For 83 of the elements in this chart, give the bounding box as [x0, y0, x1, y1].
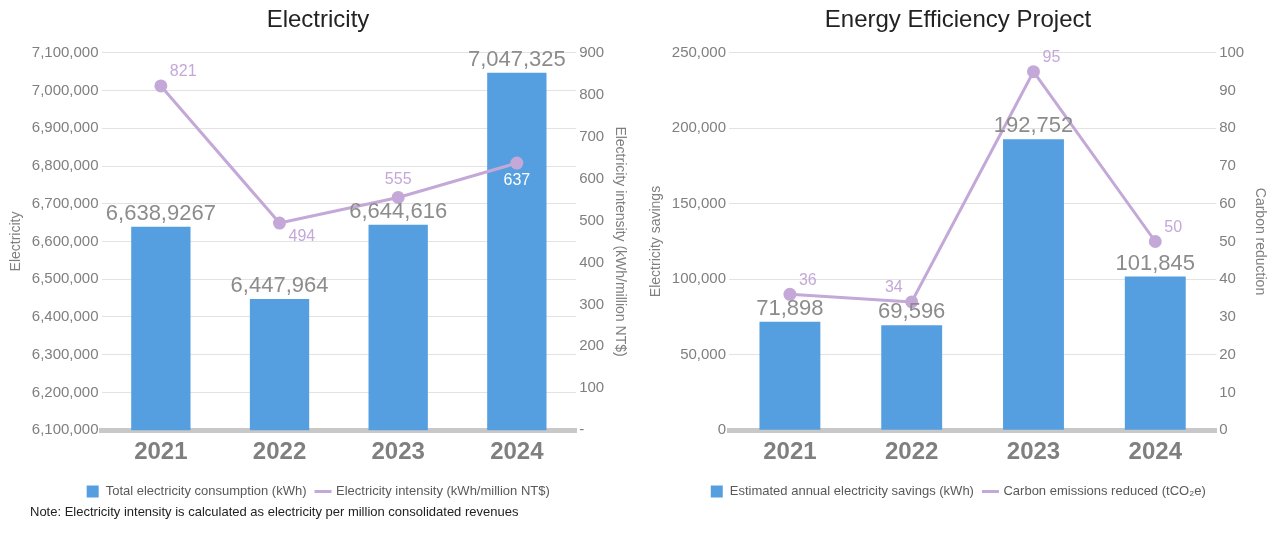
- data-label: 34: [884, 278, 903, 296]
- y2-tick-label: 30: [1219, 307, 1236, 325]
- legend-label: Total electricity consumption (kWh): [105, 483, 307, 499]
- y2-tick-label: 600: [579, 168, 605, 186]
- y-tick-label: 6,800,000: [31, 156, 99, 174]
- data-label: 6,447,964: [230, 271, 329, 297]
- y-tick-label: 250,000: [671, 42, 727, 60]
- chart-title: Energy Efficiency Project: [824, 5, 1092, 33]
- x-tick-label: 2023: [371, 437, 425, 465]
- y-tick-label: 6,400,000: [31, 307, 99, 325]
- y2-tick-label: 40: [1219, 269, 1236, 287]
- y2-tick-label: 70: [1219, 156, 1236, 174]
- y-tick-label: 6,900,000: [31, 118, 99, 136]
- point: [1148, 235, 1162, 248]
- y2-tick-label: 200: [579, 336, 605, 354]
- y2-tick-label: 500: [579, 210, 605, 228]
- point: [391, 190, 405, 204]
- bar: [1124, 276, 1186, 430]
- y-tick-label: 6,700,000: [31, 193, 99, 211]
- x-tick-label: 2024: [490, 437, 545, 465]
- y-tick-label: 7,100,000: [31, 42, 99, 60]
- data-label: 494: [288, 227, 316, 245]
- x-tick-label: 2022: [885, 437, 939, 465]
- y2-tick-label: 80: [1219, 118, 1236, 136]
- data-label: 555: [384, 169, 412, 187]
- data-label: 6,638,9267: [105, 199, 216, 225]
- y-tick-label: 0: [717, 420, 727, 438]
- legend-label: Estimated annual electricity savings (kWh): [729, 483, 974, 499]
- data-label: 101,845: [1115, 249, 1196, 275]
- x-tick-label: 2021: [134, 437, 188, 465]
- data-label: 71,898: [756, 294, 824, 320]
- y-tick-label: 6,500,000: [31, 269, 99, 287]
- y2-tick-label: 10: [1219, 382, 1236, 400]
- point: [510, 156, 524, 170]
- y2-tick-label: 700: [579, 126, 605, 144]
- y-tick-label: 150,000: [671, 193, 727, 211]
- data-label: 36: [798, 270, 817, 288]
- y2-tick-label: 50: [1219, 231, 1236, 249]
- point: [154, 79, 168, 93]
- y2-axis-title: Electricity intensity (kWh/million NT$): [612, 126, 629, 357]
- y-tick-label: 200,000: [671, 118, 727, 136]
- y2-tick-label: 20: [1219, 344, 1236, 362]
- y2-tick-label: 800: [579, 84, 605, 102]
- bar: [1003, 139, 1064, 430]
- data-label: 95: [1042, 48, 1061, 66]
- point: [1026, 65, 1040, 79]
- x-tick-label: 2021: [763, 437, 817, 465]
- y-axis-title: Electricity savings: [647, 185, 664, 298]
- y2-tick-label: 100: [1219, 42, 1245, 60]
- legend-label: Electricity intensity (kWh/million NT$): [336, 483, 550, 499]
- x-tick-label: 2022: [252, 437, 307, 465]
- chart-title: Electricity: [266, 5, 370, 33]
- x-tick-label: 2023: [1006, 437, 1061, 465]
- legend-label: Carbon emissions reduced (tCO₂e): [1003, 483, 1206, 499]
- data-label: 50: [1164, 217, 1183, 235]
- x-tick-label: 2024: [1128, 437, 1183, 465]
- y2-tick-label: 60: [1219, 193, 1236, 211]
- bar: [881, 325, 943, 430]
- y-tick-label: 6,600,000: [31, 231, 99, 249]
- y-tick-label: 50,000: [680, 344, 727, 362]
- y2-tick-label: 100: [579, 378, 605, 396]
- data-label: 637: [503, 171, 531, 189]
- y2-axis-title: Carbon reduction: [1252, 187, 1269, 296]
- y-tick-label: 100,000: [671, 269, 727, 287]
- bar: [759, 321, 821, 430]
- point: [273, 216, 287, 230]
- y2-tick-label: -: [579, 420, 585, 438]
- y2-tick-label: 900: [579, 42, 605, 60]
- y-tick-label: 6,300,000: [31, 344, 99, 362]
- data-label: 69,596: [878, 298, 946, 324]
- data-label: 7,047,325: [467, 45, 566, 71]
- y2-tick-label: 90: [1219, 80, 1236, 98]
- data-label: 6,644,616: [349, 197, 448, 223]
- y-tick-label: 7,000,000: [31, 80, 99, 98]
- y2-tick-label: 0: [1219, 420, 1228, 438]
- y-tick-label: 6,200,000: [31, 382, 99, 400]
- data-label: 821: [169, 62, 197, 80]
- point: [783, 287, 797, 301]
- y-tick-label: 6,100,000: [31, 420, 99, 438]
- text: Note: Electricity intensity is calculated as electricity per million consolidated revenues: [29, 504, 520, 519]
- y2-tick-label: 300: [579, 294, 605, 312]
- y2-tick-label: 400: [579, 252, 605, 270]
- y-axis-title: Electricity: [7, 211, 24, 272]
